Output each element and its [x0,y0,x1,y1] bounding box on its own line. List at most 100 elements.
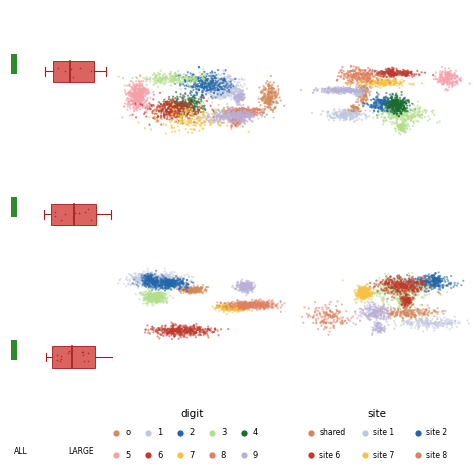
Point [328,86,336,94]
Point [421,309,428,316]
Point [399,97,406,104]
Point [402,281,410,288]
Point [351,308,359,315]
Point [383,288,390,296]
Point [238,298,246,305]
Point [331,85,339,93]
Point [380,323,388,331]
Point [156,278,164,285]
Point [271,104,279,112]
Point [169,277,177,284]
Point [440,74,447,82]
Point [393,101,401,109]
Point [166,116,173,123]
Point [171,276,178,284]
Point [190,287,198,294]
Point [407,324,415,332]
Point [362,286,369,293]
Point [397,127,404,134]
Point [166,327,174,335]
Point [404,69,411,77]
Point [228,122,235,130]
Point [406,112,414,120]
Point [134,90,141,98]
Point [387,69,394,76]
Point [403,291,410,298]
Point [153,295,160,303]
Point [353,81,361,89]
Point [386,66,394,74]
Point [255,302,263,310]
Point [344,67,352,75]
Point [269,84,276,91]
Point [374,108,382,116]
Point [366,291,374,298]
Point [131,89,138,96]
Point [214,80,221,87]
Point [412,312,420,319]
Point [411,285,419,292]
Point [358,88,365,96]
Point [330,110,337,118]
Point [140,99,148,106]
Point [135,87,143,94]
Point [230,302,237,310]
Point [394,272,401,279]
Point [349,76,356,84]
Point [222,304,229,311]
Point [447,78,454,86]
Point [337,67,344,74]
Point [362,290,369,297]
Point [141,272,148,280]
Point [414,288,422,295]
Point [393,111,401,118]
Point [236,298,243,305]
Point [221,73,228,81]
Point [167,108,175,115]
Point [157,114,164,122]
Point [233,85,241,93]
Point [361,87,369,95]
Point [183,329,191,337]
Point [177,288,184,295]
Point [358,95,366,102]
Point [228,82,236,90]
Point [241,109,249,117]
Point [375,305,383,312]
Point [170,280,177,287]
Point [358,96,365,103]
Point [408,282,416,289]
Point [235,300,243,308]
Point [395,102,402,109]
Point [239,109,246,117]
Point [145,297,153,305]
Point [137,91,145,99]
Point [146,292,154,299]
Point [426,273,433,281]
Point [241,114,248,121]
Point [359,78,366,86]
Point [151,108,159,116]
Point [212,304,220,311]
Point [390,65,398,73]
Point [146,272,153,280]
Point [389,70,396,78]
Text: digit: digit [181,409,204,419]
Point [241,106,249,114]
Point [409,281,417,289]
Point [234,108,241,115]
Point [189,72,196,79]
Point [164,289,172,297]
Point [433,274,440,282]
Point [184,116,192,124]
Point [352,65,360,73]
Point [272,88,280,95]
Point [365,69,372,77]
Point [248,302,256,310]
Point [398,110,405,118]
Point [387,71,394,78]
Point [208,88,215,96]
Point [243,304,251,311]
Point [400,290,407,298]
Point [146,277,153,284]
